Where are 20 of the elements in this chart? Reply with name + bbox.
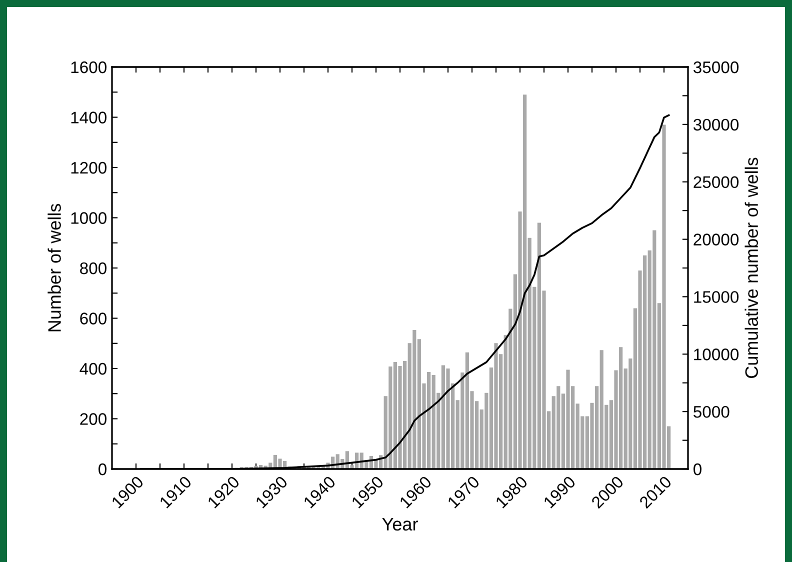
y2-tick-label: 30000 — [693, 118, 739, 131]
y-axis-title: Number of wells — [48, 204, 61, 332]
y2-tick-label: 35000 — [693, 61, 739, 74]
y-tick-label: 1200 — [71, 162, 106, 174]
y-tick-label: 0 — [98, 463, 106, 476]
y-tick-label: 400 — [80, 362, 106, 375]
x-axis-title: Year — [382, 518, 418, 531]
y2-axis-title: Cumulative number of wells — [744, 158, 758, 378]
y2-tick-label: 25000 — [694, 176, 739, 188]
y-tick-label: 1000 — [71, 212, 106, 224]
y-tick-label: 1600 — [71, 61, 106, 74]
y-tick-label: 600 — [80, 312, 106, 324]
y-tick-label: 200 — [80, 413, 106, 425]
y2-tick-label: 15000 — [694, 291, 739, 303]
y2-tick-label: 0 — [694, 463, 702, 476]
y-tick-label: 1400 — [71, 112, 106, 124]
y2-tick-label: 10000 — [694, 348, 739, 360]
y-tick-label: 800 — [80, 262, 106, 274]
y2-tick-label: 20000 — [694, 234, 739, 246]
y2-tick-label: 5000 — [694, 406, 730, 418]
